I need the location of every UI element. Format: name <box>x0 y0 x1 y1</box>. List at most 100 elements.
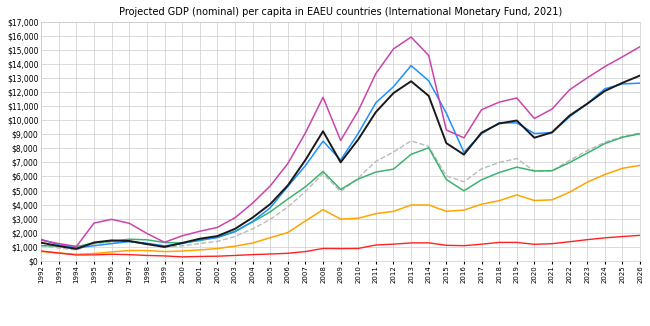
Kazakhstan <box>37 237 45 241</box>
Line: Kazakhstan: Kazakhstan <box>41 66 640 248</box>
EAEU <box>425 94 433 98</box>
Russia <box>636 45 644 49</box>
Russia <box>37 238 45 242</box>
Armenia <box>601 172 609 176</box>
Kyrgyzstan <box>161 254 168 258</box>
Russia <box>530 116 538 120</box>
Kyrgyzstan <box>460 244 468 248</box>
EAEU <box>143 242 151 246</box>
Russia <box>443 128 450 132</box>
Russia <box>319 95 327 99</box>
Kyrgyzstan <box>354 246 362 250</box>
Russia <box>231 216 239 220</box>
EAEU <box>231 227 239 231</box>
EAEU <box>213 234 221 238</box>
Kyrgyzstan <box>178 255 186 259</box>
Line: EAEU: EAEU <box>41 76 640 249</box>
EAEU <box>443 141 450 145</box>
Kazakhstan <box>513 121 521 125</box>
Armenia <box>636 163 644 167</box>
Line: Armenia: Armenia <box>41 165 640 254</box>
Kyrgyzstan <box>90 253 98 257</box>
5 Country Average <box>460 180 468 184</box>
EAEU <box>636 74 644 78</box>
5 Country Average <box>636 131 644 135</box>
Belarus <box>319 170 327 173</box>
Armenia <box>548 198 556 202</box>
Line: 5 Country Average: 5 Country Average <box>41 133 640 250</box>
Line: Belarus: Belarus <box>41 134 640 247</box>
Belarus <box>389 167 397 171</box>
Belarus <box>231 230 239 233</box>
EAEU <box>161 245 168 249</box>
EAEU <box>284 184 292 187</box>
Armenia <box>389 209 397 213</box>
5 Country Average <box>196 242 203 245</box>
Belarus <box>108 239 116 243</box>
5 Country Average <box>583 149 591 153</box>
Russia <box>354 109 362 113</box>
Belarus <box>548 169 556 173</box>
Belarus <box>161 241 168 244</box>
Line: Kyrgyzstan: Kyrgyzstan <box>41 235 640 257</box>
Armenia <box>178 249 186 253</box>
Russia <box>284 162 292 166</box>
Kyrgyzstan <box>407 241 415 245</box>
Kyrgyzstan <box>231 254 239 258</box>
EAEU <box>73 247 81 251</box>
5 Country Average <box>143 243 151 246</box>
Russia <box>407 35 415 39</box>
Kazakhstan <box>266 206 274 210</box>
Belarus <box>601 141 609 145</box>
Kyrgyzstan <box>389 242 397 246</box>
Russia <box>178 234 186 238</box>
5 Country Average <box>319 172 327 176</box>
Kazakhstan <box>636 81 644 85</box>
5 Country Average <box>73 248 81 252</box>
Kazakhstan <box>249 219 257 223</box>
Russia <box>143 231 151 235</box>
Russia <box>125 221 133 225</box>
Russia <box>266 184 274 188</box>
Belarus <box>583 151 591 155</box>
Russia <box>548 107 556 111</box>
Kazakhstan <box>319 139 327 143</box>
Armenia <box>143 249 151 253</box>
EAEU <box>108 238 116 242</box>
Russia <box>583 76 591 80</box>
Armenia <box>231 244 239 248</box>
Belarus <box>143 238 151 242</box>
Belarus <box>90 241 98 245</box>
Russia <box>513 96 521 100</box>
5 Country Average <box>548 169 556 173</box>
Belarus <box>636 132 644 136</box>
Armenia <box>249 241 257 245</box>
EAEU <box>196 237 203 241</box>
Russia <box>566 88 573 92</box>
Belarus <box>284 197 292 201</box>
Kyrgyzstan <box>266 252 274 256</box>
Armenia <box>108 250 116 254</box>
Belarus <box>125 237 133 241</box>
Belarus <box>443 178 450 182</box>
Armenia <box>530 199 538 202</box>
Belarus <box>495 170 503 174</box>
Armenia <box>266 236 274 240</box>
Kazakhstan <box>443 111 450 115</box>
Belarus <box>249 220 257 224</box>
Armenia <box>284 230 292 234</box>
5 Country Average <box>55 246 63 250</box>
Russia <box>90 221 98 225</box>
Kazakhstan <box>55 243 63 247</box>
Kazakhstan <box>548 131 556 135</box>
Russia <box>337 139 344 142</box>
EAEU <box>460 153 468 156</box>
Belarus <box>196 239 203 243</box>
5 Country Average <box>161 245 168 249</box>
Russia <box>478 108 486 112</box>
Armenia <box>478 202 486 206</box>
Belarus <box>213 235 221 239</box>
5 Country Average <box>372 159 380 163</box>
Kyrgyzstan <box>495 241 503 244</box>
5 Country Average <box>231 234 239 238</box>
